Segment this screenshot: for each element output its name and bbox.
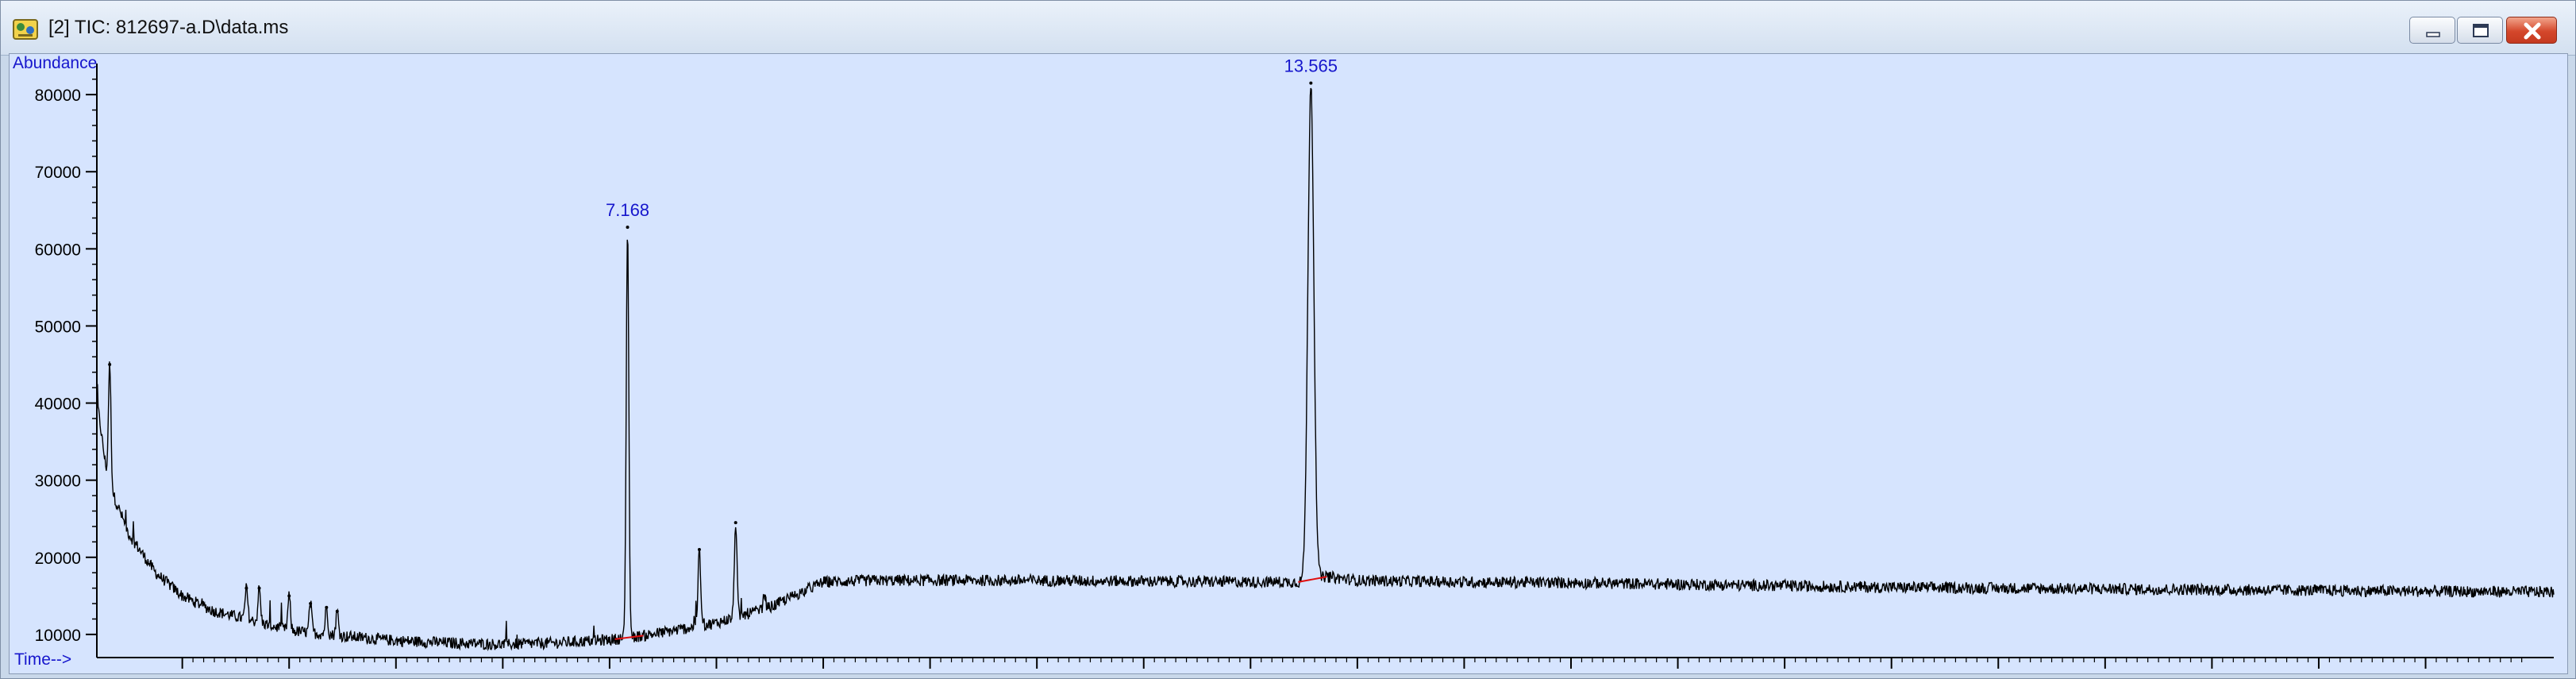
x-tick-label: 21.00: [2085, 672, 2127, 673]
x-tick-label: 9.00: [807, 672, 840, 673]
peak-label: 7.168: [606, 200, 649, 220]
x-tick-label: 24.00: [2405, 672, 2447, 673]
y-tick-label: 50000: [35, 318, 81, 336]
peak-point: [325, 605, 329, 609]
y-tick-label: 80000: [35, 87, 81, 105]
peak-point: [287, 594, 291, 598]
peak-point: [309, 602, 313, 606]
title-bar[interactable]: [2] TIC: 812697-a.D\data.ms: [1, 1, 2575, 56]
y-tick-label: 70000: [35, 164, 81, 182]
x-tick-label: 16.00: [1550, 672, 1592, 673]
integration-baseline-marker: [1298, 576, 1327, 583]
x-tick-label: 14.00: [1337, 672, 1379, 673]
y-tick-label: 10000: [35, 627, 81, 645]
window-title: [2] TIC: 812697-a.D\data.ms: [48, 17, 289, 38]
restore-button[interactable]: [2457, 17, 2503, 44]
x-tick-label: 12.00: [1122, 672, 1165, 673]
peak-point: [697, 548, 701, 552]
x-axis-label: Time-->: [14, 650, 72, 669]
chemstation-app-icon: [13, 19, 38, 40]
integration-baseline-marker: [614, 635, 644, 640]
x-tick-label: 18.00: [1764, 672, 1806, 673]
peak-point: [257, 586, 261, 590]
x-tick-label: 8.00: [700, 672, 733, 673]
peak-point: [734, 521, 737, 525]
y-tick-label: 40000: [35, 395, 81, 414]
x-tick-label: 20.00: [1977, 672, 2020, 673]
y-axis-label: Abundance: [13, 54, 98, 72]
close-icon: [2524, 22, 2541, 40]
x-tick-label: 11.00: [1017, 672, 1057, 673]
peak-point: [1309, 81, 1313, 85]
peak-point: [763, 594, 767, 598]
x-tick-label: 5.00: [379, 672, 412, 673]
y-tick-label: 60000: [35, 241, 81, 259]
minimize-icon: [2426, 32, 2440, 37]
close-button[interactable]: [2506, 17, 2557, 44]
chromatogram-plot[interactable]: 10000 20000 30000 40000 50000 60000 70000 80000…: [9, 53, 2568, 674]
x-tick-label: 13.00: [1230, 672, 1272, 673]
y-tick-label: 20000: [35, 550, 81, 568]
minimize-button[interactable]: [2409, 17, 2455, 44]
x-tick-label: 19.00: [1870, 672, 1912, 673]
peak-point: [245, 586, 248, 590]
x-tick-label: 3.00: [166, 672, 198, 673]
chromatogram-chart[interactable]: 10000 20000 30000 40000 50000 60000 70000 80000…: [10, 54, 2567, 673]
x-tick-label: 6.00: [487, 672, 519, 673]
x-tick-label: 4.00: [273, 672, 306, 673]
peak-point: [108, 363, 112, 366]
x-tick-label: 7.00: [593, 672, 626, 673]
x-tick-label: 23.00: [2298, 672, 2340, 673]
peak-label: 13.565: [1284, 56, 1338, 76]
tic-trace-line: [96, 87, 2555, 652]
x-tick-label: 22.00: [2191, 672, 2233, 673]
y-tick-label: 30000: [35, 473, 81, 491]
peak-point: [335, 609, 339, 613]
x-tick-label: 10.00: [909, 672, 951, 673]
restore-icon: [2473, 24, 2489, 37]
x-tick-label: 17.00: [1657, 672, 1699, 673]
x-tick-label: 15.00: [1443, 672, 1485, 673]
peak-point: [626, 226, 630, 230]
